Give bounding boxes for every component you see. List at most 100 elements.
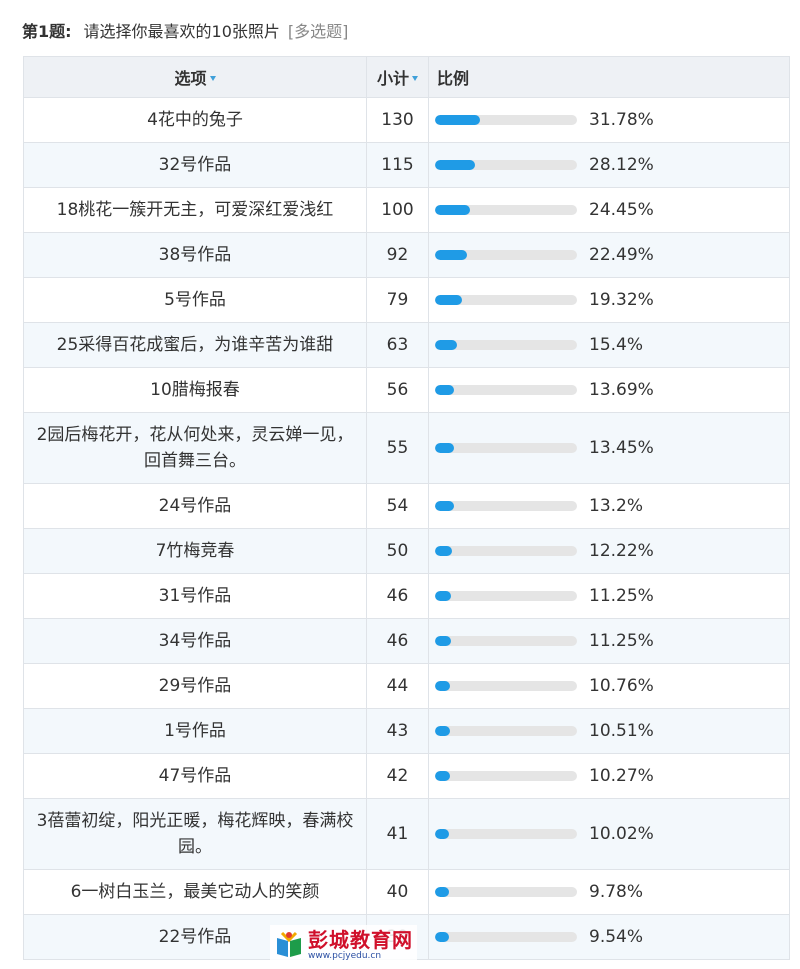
count-cell: 115 xyxy=(366,142,429,188)
ratio-bar-fill xyxy=(435,546,453,556)
ratio-cell: 13.45% xyxy=(428,412,790,484)
ratio-cell: 24.45% xyxy=(428,187,790,233)
ratio-percent: 10.76% xyxy=(589,676,654,696)
ratio-bar-track xyxy=(435,443,577,453)
count-cell: 92 xyxy=(366,232,429,278)
ratio-cell: 15.4% xyxy=(428,322,790,368)
ratio-bar-track xyxy=(435,636,577,646)
ratio-bar-fill xyxy=(435,829,450,839)
ratio-bar-fill xyxy=(435,295,463,305)
column-header-count-label: 小计 xyxy=(376,69,409,88)
table-row: 31号作品 46 11.25% xyxy=(23,573,790,619)
ratio-bar-fill xyxy=(435,205,470,215)
ratio-bar-fill xyxy=(435,726,450,736)
ratio-bar-track xyxy=(435,115,577,125)
table-row: 47号作品 42 10.27% xyxy=(23,753,790,799)
ratio-bar-track xyxy=(435,887,577,897)
count-cell: 63 xyxy=(366,322,429,368)
column-header-ratio: 比例 xyxy=(428,56,790,98)
table-row: 38号作品 92 22.49% xyxy=(23,232,790,278)
option-cell: 31号作品 xyxy=(23,573,367,619)
option-cell: 3蓓蕾初绽，阳光正暖，梅花辉映，春满校园。 xyxy=(23,798,367,870)
watermark-name: 彭城教育网 xyxy=(308,927,413,952)
option-cell: 29号作品 xyxy=(23,663,367,709)
ratio-cell: 12.22% xyxy=(428,528,790,574)
ratio-bar-fill xyxy=(435,771,450,781)
ratio-bar-fill xyxy=(435,160,475,170)
ratio-bar-track xyxy=(435,546,577,556)
ratio-percent: 9.78% xyxy=(589,882,644,902)
ratio-bar-track xyxy=(435,340,577,350)
table-header-row: 选项 小计 比例 xyxy=(23,56,790,98)
sort-arrow-icon[interactable] xyxy=(412,76,418,81)
ratio-cell: 13.69% xyxy=(428,367,790,413)
ratio-cell: 22.49% xyxy=(428,232,790,278)
book-logo-icon xyxy=(274,930,304,960)
ratio-cell: 10.02% xyxy=(428,798,790,870)
table-row: 10腊梅报春 56 13.69% xyxy=(23,367,790,413)
table-row: 4花中的兔子 130 31.78% xyxy=(23,97,790,143)
option-cell: 24号作品 xyxy=(23,483,367,529)
ratio-percent: 10.27% xyxy=(589,766,654,786)
ratio-cell: 31.78% xyxy=(428,97,790,143)
ratio-bar-track xyxy=(435,205,577,215)
column-header-count[interactable]: 小计 xyxy=(366,56,429,98)
question-text: 请选择你最喜欢的10张照片 xyxy=(83,22,280,41)
ratio-percent: 10.51% xyxy=(589,721,654,741)
ratio-percent: 11.25% xyxy=(589,586,654,606)
count-cell: 56 xyxy=(366,367,429,413)
table-row: 5号作品 79 19.32% xyxy=(23,277,790,323)
option-cell: 5号作品 xyxy=(23,277,367,323)
option-cell: 2园后梅花开，花从何处来，灵云婵一见，回首舞三台。 xyxy=(23,412,367,484)
column-header-option-label: 选项 xyxy=(174,69,207,88)
ratio-bar-fill xyxy=(435,932,449,942)
option-cell: 47号作品 xyxy=(23,753,367,799)
table-row: 3蓓蕾初绽，阳光正暖，梅花辉映，春满校园。 41 10.02% xyxy=(23,798,790,870)
table-body: 4花中的兔子 130 31.78% 32号作品 115 28.12% 18桃花一簇开无主，可… xyxy=(23,97,790,960)
table-row: 1号作品 43 10.51% xyxy=(23,708,790,754)
option-cell: 7竹梅竞春 xyxy=(23,528,367,574)
count-cell: 43 xyxy=(366,708,429,754)
option-cell: 38号作品 xyxy=(23,232,367,278)
ratio-bar-fill xyxy=(435,501,454,511)
option-cell: 32号作品 xyxy=(23,142,367,188)
ratio-cell: 10.27% xyxy=(428,753,790,799)
ratio-bar-fill xyxy=(435,443,455,453)
ratio-cell: 9.78% xyxy=(428,869,790,915)
count-cell: 46 xyxy=(366,618,429,664)
ratio-percent: 12.22% xyxy=(589,541,654,561)
option-cell: 4花中的兔子 xyxy=(23,97,367,143)
count-cell: 44 xyxy=(366,663,429,709)
table-row: 18桃花一簇开无主，可爱深红爱浅红 100 24.45% xyxy=(23,187,790,233)
option-cell: 18桃花一簇开无主，可爱深红爱浅红 xyxy=(23,187,367,233)
ratio-bar-fill xyxy=(435,887,449,897)
ratio-percent: 24.45% xyxy=(589,200,654,220)
ratio-percent: 13.45% xyxy=(589,438,654,458)
option-cell: 1号作品 xyxy=(23,708,367,754)
ratio-bar-fill xyxy=(435,115,481,125)
ratio-bar-track xyxy=(435,160,577,170)
ratio-cell: 28.12% xyxy=(428,142,790,188)
ratio-bar-fill xyxy=(435,591,451,601)
sort-arrow-icon[interactable] xyxy=(209,76,216,81)
ratio-bar-fill xyxy=(435,385,455,395)
ratio-bar-track xyxy=(435,771,577,781)
ratio-bar-track xyxy=(435,250,577,260)
count-cell: 50 xyxy=(366,528,429,574)
table-row: 7竹梅竞春 50 12.22% xyxy=(23,528,790,574)
watermark-url: www.pcjyedu.cn xyxy=(308,950,382,961)
ratio-percent: 11.25% xyxy=(589,631,654,651)
ratio-percent: 15.4% xyxy=(589,335,644,355)
ratio-percent: 13.2% xyxy=(589,496,644,516)
table-row: 29号作品 44 10.76% xyxy=(23,663,790,709)
ratio-cell: 10.76% xyxy=(428,663,790,709)
watermark: 彭城教育网 www.pcjyedu.cn xyxy=(270,925,417,965)
column-header-option[interactable]: 选项 xyxy=(23,56,367,98)
table-row: 34号作品 46 11.25% xyxy=(23,618,790,664)
results-table: 选项 小计 比例 4花中的兔子 130 31.78% 32号作品 115 28.12% 18… xyxy=(23,56,790,960)
ratio-bar-fill xyxy=(435,340,457,350)
ratio-cell: 10.51% xyxy=(428,708,790,754)
count-cell: 41 xyxy=(366,798,429,870)
ratio-percent: 13.69% xyxy=(589,380,654,400)
ratio-bar-track xyxy=(435,591,577,601)
